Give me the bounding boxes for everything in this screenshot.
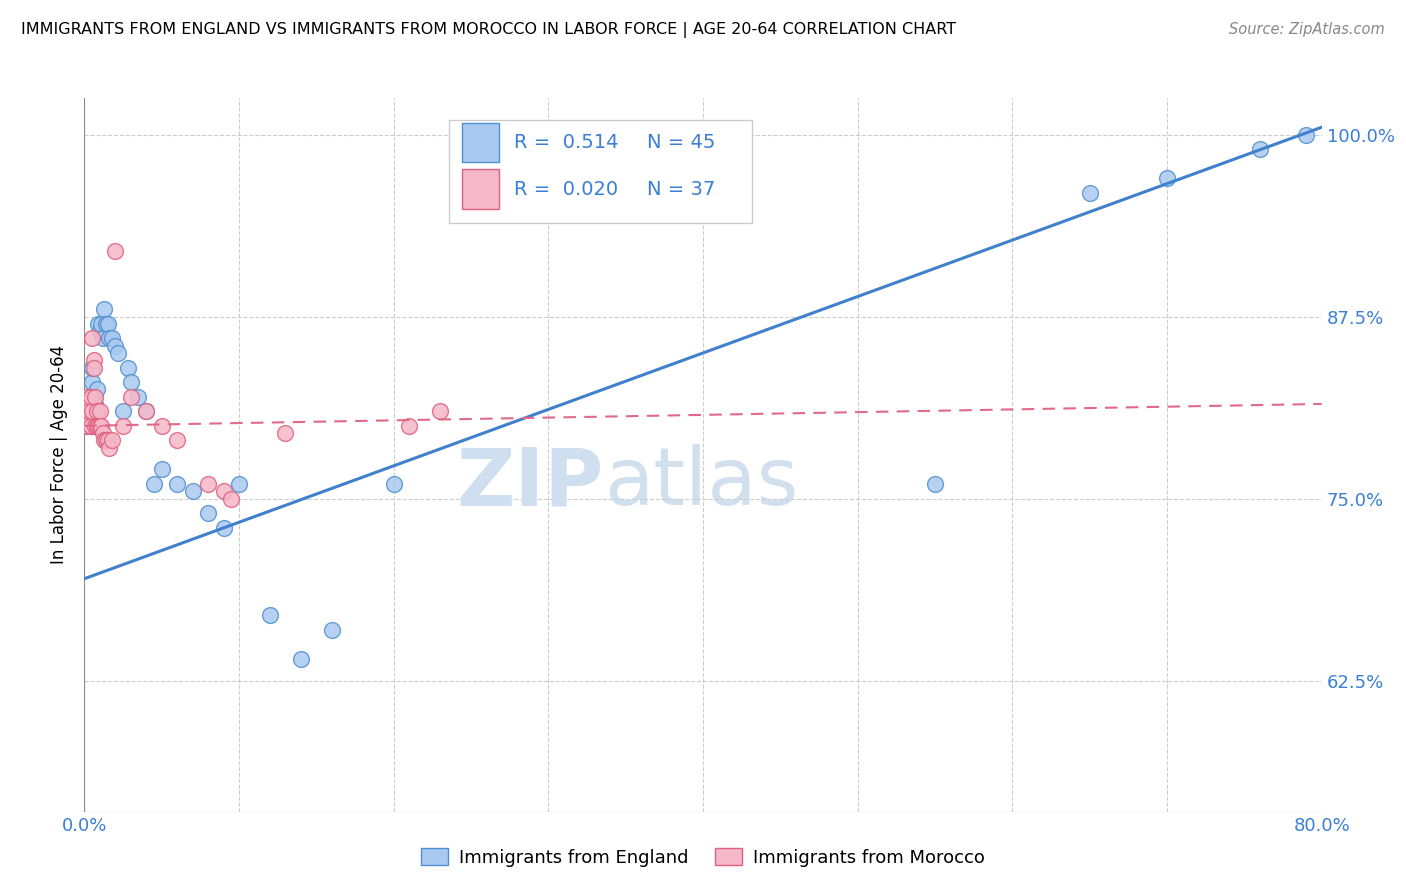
Point — [1295, 128, 1317, 142]
Point — [112, 418, 135, 433]
FancyBboxPatch shape — [461, 123, 499, 162]
Point — [104, 339, 127, 353]
Point — [398, 418, 420, 433]
Point — [150, 462, 173, 476]
Point — [84, 418, 107, 433]
Point — [87, 317, 110, 331]
Point — [212, 484, 235, 499]
Point — [79, 418, 101, 433]
Point — [166, 477, 188, 491]
Point — [89, 324, 111, 338]
Point — [82, 360, 104, 375]
Point — [76, 404, 98, 418]
Point — [75, 418, 97, 433]
Point — [91, 331, 114, 345]
Text: Source: ZipAtlas.com: Source: ZipAtlas.com — [1229, 22, 1385, 37]
Point — [76, 397, 98, 411]
Point — [321, 623, 343, 637]
Point — [82, 331, 104, 345]
Point — [82, 375, 104, 389]
Point — [104, 244, 127, 258]
Point — [83, 390, 105, 404]
Point — [1156, 171, 1178, 186]
Point — [93, 302, 115, 317]
Point — [83, 360, 105, 375]
Point — [197, 506, 219, 520]
Point — [259, 608, 281, 623]
Point — [94, 317, 117, 331]
Point — [98, 441, 121, 455]
Point — [228, 477, 250, 491]
Point — [75, 390, 97, 404]
Point — [86, 383, 108, 397]
Point — [79, 404, 101, 418]
Point — [90, 418, 112, 433]
Point — [120, 390, 142, 404]
Point — [83, 353, 105, 368]
Text: N = 45: N = 45 — [647, 133, 716, 152]
Point — [76, 411, 98, 425]
Point — [290, 652, 312, 666]
Point — [86, 404, 108, 418]
Text: atlas: atlas — [605, 444, 799, 523]
Point — [76, 418, 98, 433]
Point — [197, 477, 219, 491]
Point — [135, 404, 157, 418]
Text: R =  0.020: R = 0.020 — [513, 180, 617, 199]
Point — [101, 331, 124, 345]
Point — [274, 426, 297, 441]
Point — [382, 477, 405, 491]
Point — [117, 360, 139, 375]
Point — [97, 317, 120, 331]
Point — [93, 434, 115, 448]
Point — [150, 418, 173, 433]
Point — [107, 346, 129, 360]
FancyBboxPatch shape — [461, 169, 499, 209]
Point — [82, 404, 104, 418]
Point — [166, 434, 188, 448]
Point — [90, 317, 112, 331]
Point — [221, 491, 243, 506]
Point — [128, 390, 150, 404]
Point — [87, 418, 110, 433]
Point — [135, 404, 157, 418]
Point — [89, 404, 111, 418]
Point — [143, 477, 166, 491]
Point — [84, 390, 107, 404]
Point — [429, 404, 451, 418]
Point — [94, 434, 117, 448]
Legend: Immigrants from England, Immigrants from Morocco: Immigrants from England, Immigrants from… — [413, 841, 993, 874]
Point — [1078, 186, 1101, 200]
Point — [77, 404, 100, 418]
Point — [97, 434, 120, 448]
Point — [86, 404, 108, 418]
Text: R =  0.514: R = 0.514 — [513, 133, 619, 152]
Text: IMMIGRANTS FROM ENGLAND VS IMMIGRANTS FROM MOROCCO IN LABOR FORCE | AGE 20-64 CO: IMMIGRANTS FROM ENGLAND VS IMMIGRANTS FR… — [21, 22, 956, 38]
Y-axis label: In Labor Force | Age 20-64: In Labor Force | Age 20-64 — [51, 345, 69, 565]
Point — [212, 521, 235, 535]
Point — [120, 375, 142, 389]
Point — [77, 397, 100, 411]
Point — [86, 418, 108, 433]
Text: N = 37: N = 37 — [647, 180, 716, 199]
Point — [77, 390, 100, 404]
Point — [79, 418, 101, 433]
Text: ZIP: ZIP — [457, 444, 605, 523]
Point — [89, 418, 111, 433]
Point — [79, 390, 101, 404]
Point — [84, 397, 107, 411]
Point — [91, 426, 114, 441]
Point — [181, 484, 204, 499]
Point — [1249, 142, 1271, 156]
FancyBboxPatch shape — [450, 120, 752, 223]
Point — [924, 477, 946, 491]
Point — [98, 331, 121, 345]
Point — [77, 411, 100, 425]
Point — [112, 404, 135, 418]
Point — [101, 434, 124, 448]
